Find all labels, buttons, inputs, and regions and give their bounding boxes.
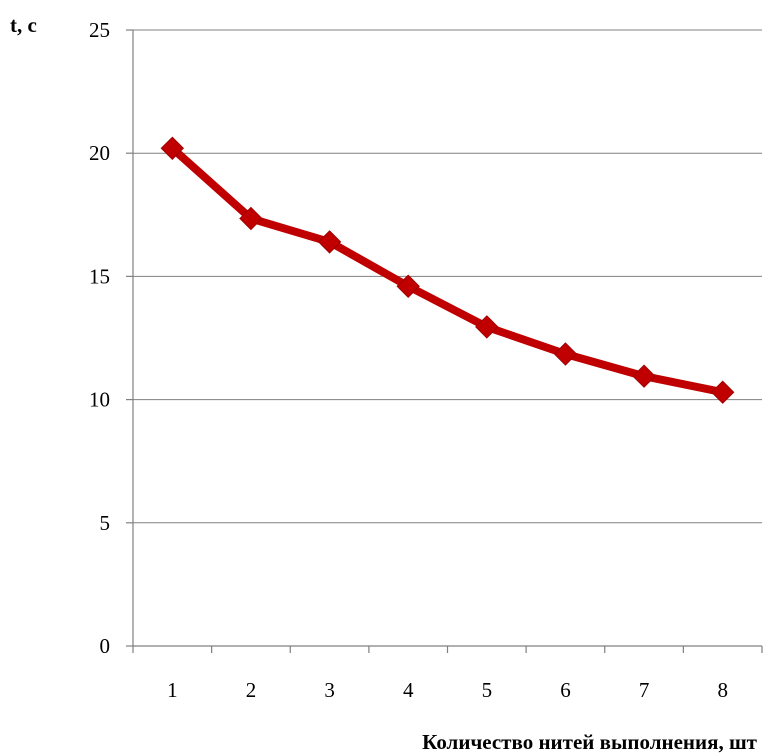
data-point [553, 342, 578, 366]
x-tick-label: 2 [246, 678, 257, 702]
x-tick-label: 5 [482, 678, 493, 702]
y-axis-title: t, с [10, 13, 37, 37]
x-tick-label: 4 [403, 678, 414, 702]
y-tick-labels: 0 5 10 15 20 25 [89, 18, 110, 658]
gridlines [133, 29, 762, 524]
axes [126, 29, 763, 653]
y-tick-label: 5 [100, 511, 111, 535]
series-layer [160, 136, 735, 404]
x-tick-label: 7 [639, 678, 650, 702]
data-point [710, 380, 735, 404]
y-tick-label: 10 [89, 388, 110, 412]
data-point [632, 364, 656, 388]
x-tick-label: 1 [167, 678, 178, 702]
series-line [168, 144, 727, 397]
data-point [396, 274, 420, 298]
y-tick-label: 15 [89, 264, 110, 288]
y-tick-label: 20 [89, 141, 110, 165]
y-tick-label: 25 [89, 18, 110, 42]
x-axis-title: Количество нитей выполнения, шт [422, 730, 758, 754]
y-tick-label: 0 [100, 634, 111, 658]
x-tick-label: 8 [717, 678, 728, 702]
data-point [160, 136, 185, 160]
data-point [239, 206, 263, 231]
data-point [475, 315, 499, 339]
data-point [317, 230, 342, 254]
x-tick-labels: 1 2 3 4 5 6 7 8 [167, 678, 728, 702]
x-tick-label: 3 [324, 678, 335, 702]
x-tick-label: 6 [560, 678, 571, 702]
